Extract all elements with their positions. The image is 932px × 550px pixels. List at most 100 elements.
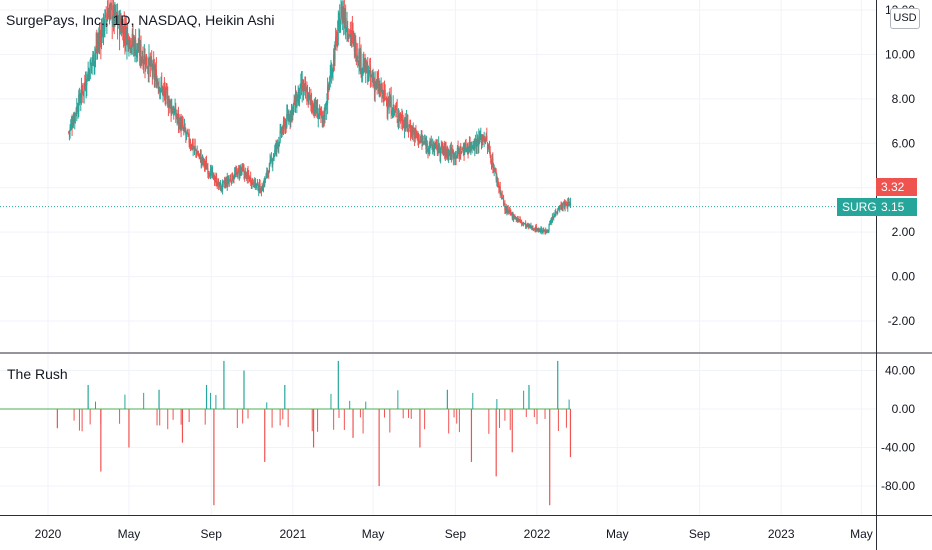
candle-body (359, 51, 361, 69)
candle-body (460, 151, 463, 154)
candle-body (439, 151, 441, 155)
price-axis-tick-label: 2.00 (892, 225, 916, 239)
candle-body (562, 203, 564, 209)
candle-body (474, 139, 476, 149)
candle-body (116, 15, 119, 25)
candle-body (224, 181, 226, 185)
candle-body (199, 154, 202, 162)
candle-body (237, 168, 239, 178)
candle-body (502, 198, 505, 204)
candle-body (512, 213, 514, 218)
candle-body (71, 123, 73, 127)
candle-body (569, 203, 571, 206)
candle-body (464, 143, 467, 149)
candle-body (106, 20, 108, 22)
candle-body (72, 125, 74, 127)
candle-body (250, 182, 252, 185)
candle-body (329, 75, 331, 83)
candle-body (118, 15, 121, 35)
candle-body (249, 177, 251, 181)
candle-body (264, 178, 266, 186)
candle-body (567, 201, 570, 203)
candle-body (266, 170, 269, 174)
candle-body (543, 229, 545, 232)
candle-body (411, 127, 414, 135)
candle-body (70, 123, 72, 129)
candle-body (83, 83, 85, 92)
candle-body (111, 4, 113, 24)
candle-body (559, 204, 562, 206)
candle-body (198, 153, 200, 155)
candle-body (498, 184, 500, 189)
candle-body (442, 147, 444, 151)
candle-body (162, 88, 164, 94)
candle-body (497, 181, 499, 185)
candle-body (419, 139, 421, 141)
candle-body (74, 113, 77, 115)
candle-body (77, 110, 79, 112)
candle-body (203, 160, 206, 166)
candle-body (512, 214, 515, 219)
candle-body (395, 108, 397, 110)
candle-body (169, 102, 172, 104)
candle-body (401, 116, 403, 120)
candle-body (114, 7, 116, 22)
candle-body (374, 83, 376, 92)
candle-body (295, 95, 297, 107)
candle-body (496, 177, 499, 183)
candle-body (187, 133, 190, 135)
candle-body (488, 148, 491, 152)
candle-body (228, 180, 230, 183)
candle-body (126, 31, 128, 46)
currency-button[interactable]: USD (890, 8, 920, 29)
candle-body (435, 142, 437, 145)
candle-body (212, 172, 214, 174)
candle-body (569, 201, 572, 206)
candle-body (308, 94, 311, 96)
candle-body (529, 224, 531, 228)
candle-body (401, 115, 404, 125)
candle-body (373, 81, 375, 85)
candle-body (448, 150, 450, 153)
candle-body (211, 168, 213, 175)
candle-body (470, 142, 472, 149)
candle-body (428, 146, 430, 149)
candle-body (391, 113, 394, 115)
candle-body (389, 98, 391, 106)
indicator-label: The Rush (7, 366, 68, 382)
candle-body (478, 135, 480, 147)
candle-body (331, 70, 333, 77)
time-axis-tick-label: 2020 (35, 527, 62, 541)
candle-body (337, 33, 339, 43)
candle-body (288, 117, 291, 120)
candle-body (230, 179, 232, 181)
candle-body (417, 134, 420, 143)
candle-body (80, 86, 83, 98)
candle-body (393, 110, 396, 112)
candle-body (221, 188, 223, 190)
candle-body (480, 134, 482, 139)
candle-body (80, 99, 82, 101)
candle-body (375, 81, 377, 87)
candle-body (357, 56, 359, 59)
candle-body (428, 148, 430, 152)
candle-body (195, 149, 197, 151)
candle-body (156, 80, 158, 87)
candle-body (430, 139, 432, 146)
candle-body (349, 29, 351, 38)
candle-body (306, 93, 309, 100)
candle-body (314, 100, 317, 110)
candle-body (325, 105, 327, 111)
candle-body (133, 41, 135, 53)
candle-body (306, 91, 308, 101)
candle-body (475, 141, 477, 148)
candle-body (333, 54, 335, 70)
candle-body (102, 18, 104, 37)
candle-body (502, 198, 504, 200)
candle-body (69, 126, 71, 132)
candle-body (472, 147, 475, 149)
candle-body (560, 204, 562, 210)
candle-body (193, 146, 196, 148)
candle-body (546, 231, 548, 233)
candle-body (294, 94, 297, 107)
